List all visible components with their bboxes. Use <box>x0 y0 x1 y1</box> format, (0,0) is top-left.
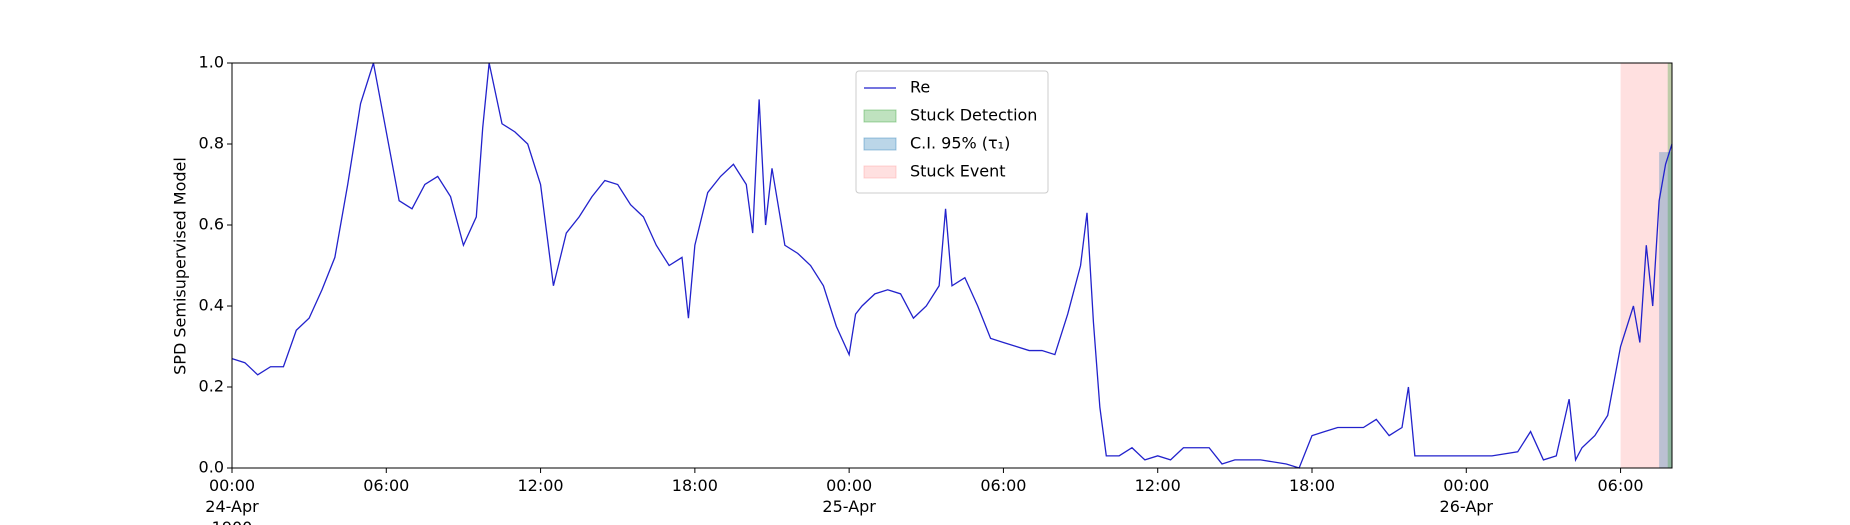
x-tick-label: 18:00 <box>1288 476 1336 495</box>
legend-patch <box>863 165 897 179</box>
x-tick-label: 06:00 <box>363 476 410 495</box>
span <box>1620 63 1672 468</box>
x-tick-label: 00:00 26-Apr <box>1439 476 1494 516</box>
y-tick-label: 1.0 <box>199 53 224 72</box>
span <box>1667 63 1672 468</box>
span <box>1659 152 1672 468</box>
legend: Re Stuck Detection C.I. 95% (τ₁) Stuck Even… <box>855 70 1049 194</box>
y-tick-label: 0.0 <box>199 458 224 477</box>
x-tick-label: 00:00 24-Apr 1900 <box>205 476 259 525</box>
x-tick-label: 06:00 <box>1597 476 1644 495</box>
y-tick-label: 0.4 <box>199 296 224 315</box>
y-tick-label: 0.2 <box>199 377 224 396</box>
y-axis-label: SPD Semisupervised Model <box>171 157 190 375</box>
x-tick-label: 00:00 25-Apr <box>822 476 876 516</box>
x-tick-label: 18:00 <box>671 476 718 495</box>
x-tick-label: 06:00 <box>980 476 1027 495</box>
legend-patch <box>863 109 897 123</box>
line <box>231 62 1673 469</box>
y-tick-label: 0.8 <box>199 134 224 153</box>
legend-label: Stuck Detection <box>910 106 1037 125</box>
legend-label: Re <box>910 78 930 97</box>
legend-patch <box>863 137 897 151</box>
legend-frame <box>855 70 1049 194</box>
x-tick-label: 12:00 <box>517 476 564 495</box>
y-tick-label: 0.6 <box>199 215 224 234</box>
legend-label: C.I. 95% (τ₁) <box>910 134 1010 153</box>
axes-frame <box>231 62 1673 469</box>
legend-label: Stuck Event <box>910 162 1006 181</box>
x-tick-label: 12:00 <box>1134 476 1181 495</box>
